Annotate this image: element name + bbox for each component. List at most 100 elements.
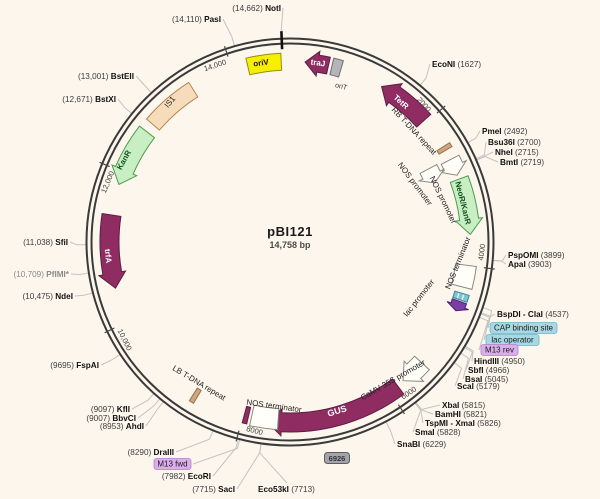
leader-line-bsteii [135, 75, 152, 93]
ruler-label-14000: 14,000 [203, 57, 228, 73]
ruler-tick-12000 [99, 161, 110, 168]
enzyme-label-pflmi-[interactable]: (10,709) PflMI* [13, 270, 69, 279]
enzyme-label-econi[interactable]: EcoNI (1627) [432, 60, 481, 69]
feature-nos-terminator[interactable] [450, 263, 477, 291]
enzyme-label-bspdi---clai[interactable]: BspDI - ClaI (4537) [497, 310, 569, 319]
feature-oriv[interactable] [245, 52, 283, 76]
leader-line-bsai [460, 352, 470, 380]
leader-line-m13-fwd [192, 439, 241, 465]
leader-line-kfli [131, 393, 155, 410]
enzyme-label-kfli[interactable]: (9097) KflI [91, 405, 130, 414]
feature-kanr[interactable] [111, 125, 156, 186]
leader-line-scai [454, 362, 463, 387]
leader-line-ahdi [145, 401, 164, 427]
enzyme-label-pasi[interactable]: (14,110) PasI [172, 15, 221, 24]
enzyme-label-bamhi[interactable]: BamHI (5821) [435, 410, 487, 419]
leader-line-cap-binding-site [482, 307, 493, 329]
feature-label-traj: traJ [310, 58, 326, 69]
feature-nos-polya-tick[interactable] [241, 405, 252, 425]
enzyme-label-noti[interactable]: (14,662) NotI [232, 4, 281, 13]
feature-traj[interactable] [304, 50, 331, 78]
enzyme-label-snabi[interactable]: SnaBI (6229) [397, 440, 446, 449]
enzyme-label-pmei[interactable]: PmeI (2492) [482, 127, 528, 136]
ruler-tick-14000 [223, 46, 229, 57]
enzyme-label-sfii[interactable]: (11,038) SfiI [23, 238, 68, 247]
enzyme-label-smai[interactable]: SmaI (5828) [415, 428, 461, 437]
feature-nos-promoter[interactable] [438, 154, 468, 176]
plasmid-backbone-inner-ring [90, 42, 490, 442]
feature-label-lac-promoter: lac promoter [402, 277, 437, 318]
ruler-tick-4000 [483, 267, 495, 270]
feature-tetr[interactable] [380, 83, 432, 128]
badge-label-m13-rev: M13 rev [485, 346, 514, 355]
feature-rb-t-dna-repeat[interactable] [436, 142, 453, 155]
badge-cap-binding-site[interactable] [489, 322, 558, 334]
feature-is1[interactable] [145, 81, 199, 131]
leader-line-bbvci [137, 398, 161, 419]
enzyme-label-bsteii[interactable]: (13,001) BstEII [78, 72, 134, 81]
enzyme-label-xbai[interactable]: XbaI (5815) [442, 401, 486, 410]
enzyme-label-draiii[interactable]: (8290) DraIII [128, 448, 174, 457]
enzyme-label-hindiii[interactable]: HindIII (4950) [474, 357, 525, 366]
feature-nos-promoter[interactable] [417, 163, 446, 184]
leader-line-fspai [100, 354, 121, 366]
enzyme-label-fspai[interactable]: (9695) FspAI [50, 361, 99, 370]
enzyme-label-apai[interactable]: ApaI (3903) [508, 260, 552, 269]
enzyme-label-bsai[interactable]: BsaI (5045) [465, 375, 509, 384]
feature-label-lb-t-dna-repeat: LB T-DNA repeat [171, 364, 228, 403]
ruler-tick-8000 [235, 430, 240, 442]
enzyme-label-bsu36i[interactable]: Bsu36I (2700) [488, 138, 541, 147]
feature-neor-kanr[interactable] [449, 175, 484, 236]
feature-lb-t-dna-repeat[interactable] [188, 387, 202, 404]
enzyme-label-tspmi---xmai[interactable]: TspMI - XmaI (5826) [425, 419, 501, 428]
enzyme-label-nhei[interactable]: NheI (2715) [495, 148, 539, 157]
leader-line-hindiii [465, 345, 474, 362]
enzyme-label-scai[interactable]: ScaI (5179) [457, 382, 500, 391]
badge-m13-fwd[interactable] [153, 458, 192, 470]
leader-line-pmei [467, 130, 481, 143]
leader-line-draiii [175, 430, 214, 453]
plasmid-backbone-outer-ring [85, 37, 495, 447]
enzyme-label-eco53ki[interactable]: Eco53kI (7713) [258, 485, 315, 494]
cap-binding-site-stripe [461, 294, 465, 300]
feature-trfa[interactable] [97, 213, 127, 289]
leader-line-snabi [385, 421, 396, 445]
cap-binding-site-stripe [456, 293, 460, 299]
leader-line-bstxi [117, 98, 133, 114]
leader-line-smai [412, 402, 422, 433]
leader-line-m13-rev [478, 316, 489, 351]
ruler-tick-6000 [397, 404, 406, 415]
leader-line-sfii [69, 241, 87, 246]
enzyme-label-ndei[interactable]: (10,475) NdeI [22, 292, 73, 301]
enzyme-label-ecori[interactable]: (7982) EcoRI [162, 472, 211, 481]
leader-line-eco53ki [259, 443, 288, 484]
enzyme-label-pspomi[interactable]: PspOMI (3899) [508, 251, 565, 260]
leader-line-econi [419, 63, 431, 86]
ruler-tick-10000 [104, 327, 115, 334]
enzyme-label-bmti[interactable]: BmtI (2719) [500, 158, 544, 167]
feature-cap-binding-site[interactable] [452, 290, 470, 303]
leader-line-saci [236, 443, 262, 490]
feature-nos-terminator[interactable] [249, 404, 280, 431]
feature-camv-35s-promoter[interactable] [402, 355, 431, 382]
plasmid-size: 14,758 bp [269, 240, 311, 250]
enzyme-label-sbfi[interactable]: SbfI (4966) [468, 366, 510, 375]
leader-line-pasi [222, 18, 235, 46]
feature-orit[interactable] [329, 57, 345, 78]
badge-label-m13-fwd: M13 fwd [157, 460, 187, 469]
ruler-tick-2000 [436, 105, 446, 114]
feature-lac-promoter[interactable] [446, 298, 469, 312]
enzyme-label-bbvci[interactable]: (9007) BbvCI [86, 414, 136, 423]
enzyme-label-ahdi[interactable]: (8953) AhdI [100, 422, 144, 431]
enzyme-label-bstxi[interactable]: (12,671) BstXI [62, 95, 116, 104]
leader-line-pflmi* [70, 272, 89, 276]
badge-m13-rev[interactable] [480, 344, 519, 356]
leader-line-pspomi [493, 254, 507, 262]
badge-label-cap-binding-site: CAP binding site [494, 324, 554, 333]
enzyme-label-saci[interactable]: (7715) SacI [192, 485, 235, 494]
leader-line-apai [493, 260, 507, 265]
feature-label-nos-promoter: NOS promoter [396, 161, 434, 208]
leader-line-sbfi [464, 347, 473, 371]
leader-line-ndei [74, 292, 93, 297]
selection-length-badge [324, 452, 350, 464]
